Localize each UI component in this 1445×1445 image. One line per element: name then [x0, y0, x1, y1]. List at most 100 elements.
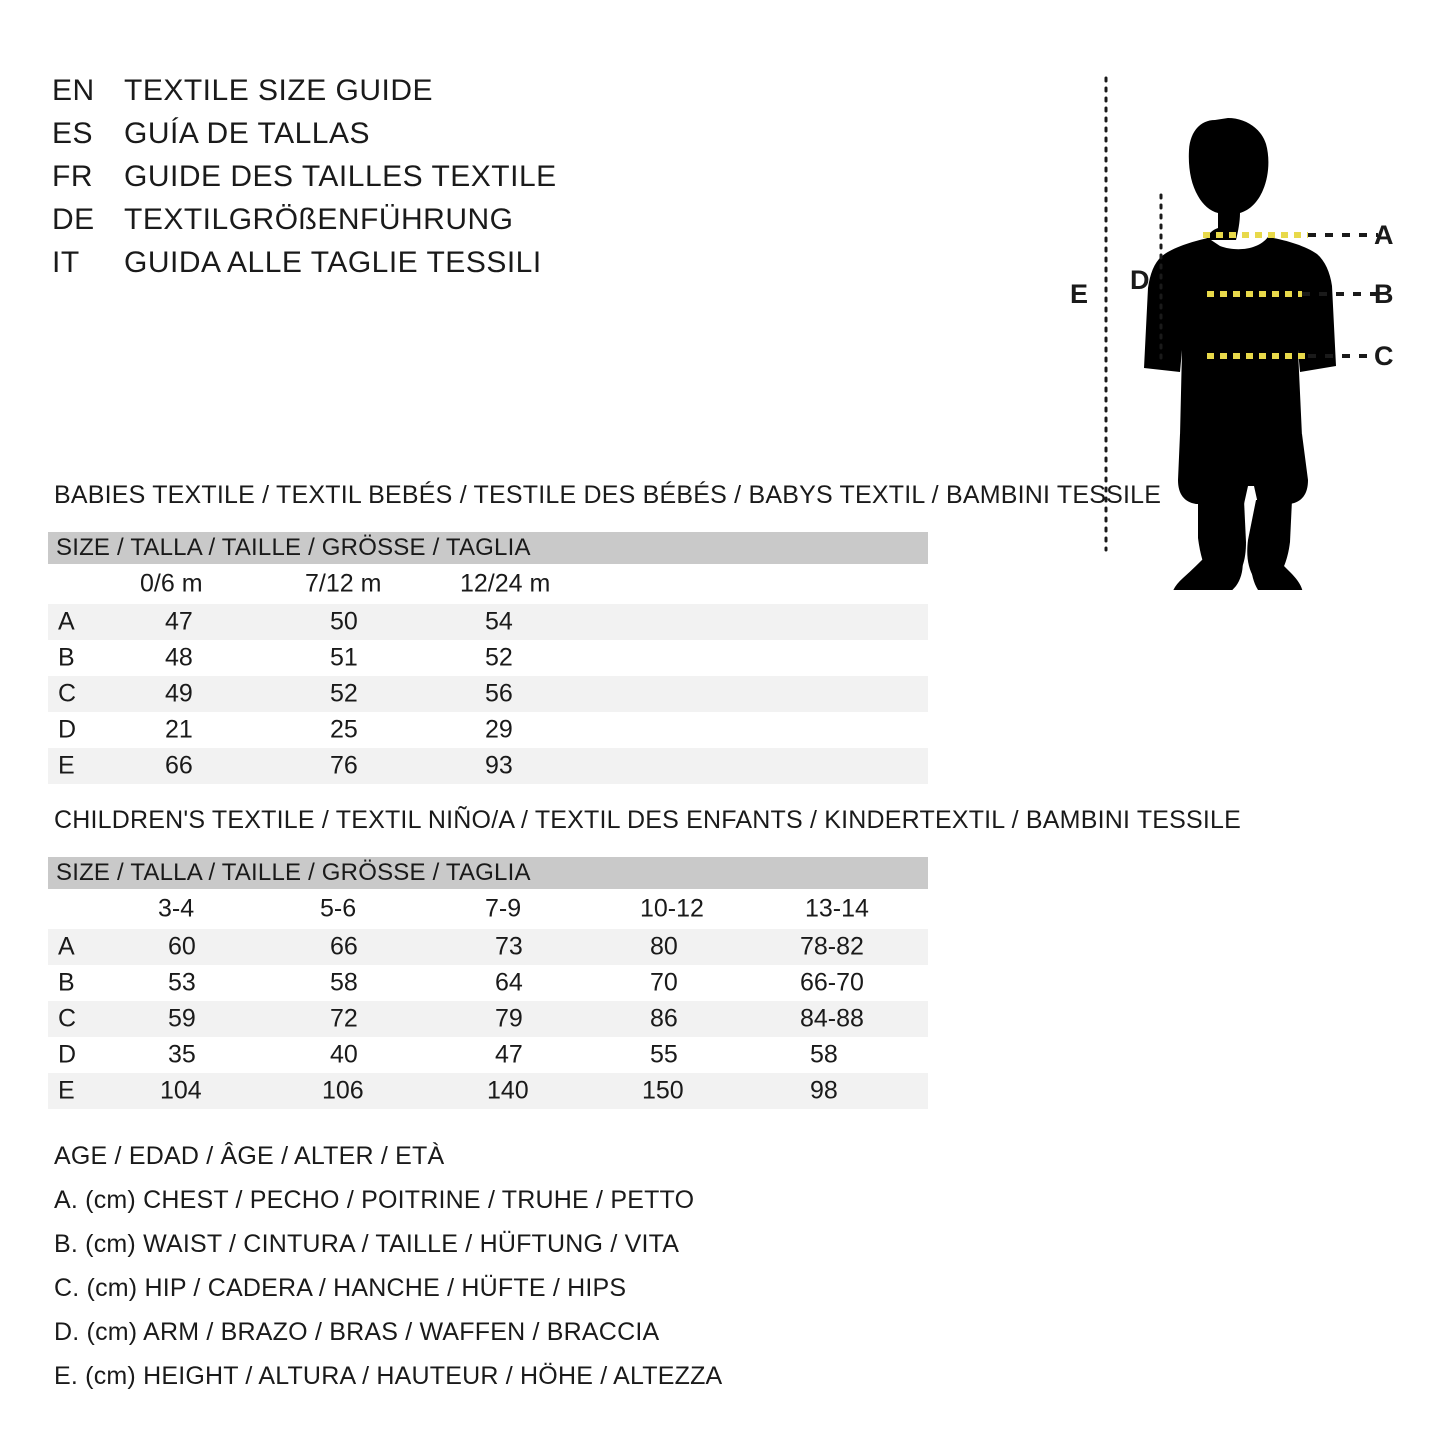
children-row-label-c: C	[58, 1004, 77, 1033]
babies-row-label-b: B	[58, 643, 75, 672]
babies-cell-d-1: 25	[330, 715, 358, 744]
babies-row-label-e: E	[58, 751, 75, 780]
children-row-label-b: B	[58, 968, 75, 997]
language-row-en: EN TEXTILE SIZE GUIDE	[52, 74, 672, 117]
language-code-en: EN	[52, 74, 95, 107]
babies-cell-a-2: 54	[485, 607, 513, 636]
language-code-de: DE	[52, 203, 95, 236]
children-cell-b-1: 58	[330, 968, 358, 997]
babies-cell-b-0: 48	[165, 643, 193, 672]
table-row: E 104 106 140 150 98	[48, 1073, 928, 1109]
babies-cell-a-1: 50	[330, 607, 358, 636]
diagram-label-d: D	[1130, 265, 1150, 295]
table-row: A 60 66 73 80 78-82	[48, 929, 928, 965]
children-cell-a-2: 73	[495, 932, 523, 961]
children-size-band: SIZE / TALLA / TAILLE / GRÖSSE / TAGLIA	[48, 857, 928, 889]
babies-colhead-0: 0/6 m	[140, 569, 203, 598]
children-cell-d-3: 55	[650, 1040, 678, 1069]
table-row: C 49 52 56	[48, 676, 928, 712]
language-title-fr: GUIDE DES TAILLES TEXTILE	[124, 160, 557, 193]
legend-row-chest: A. (cm) CHEST / PECHO / POITRINE / TRUHE…	[54, 1186, 695, 1214]
language-title-en: TEXTILE SIZE GUIDE	[124, 74, 434, 107]
babies-column-header-row: 0/6 m 7/12 m 12/24 m	[48, 564, 928, 604]
babies-cell-e-1: 76	[330, 751, 358, 780]
babies-row-label-c: C	[58, 679, 77, 708]
language-code-it: IT	[52, 246, 80, 279]
language-code-es: ES	[52, 117, 94, 150]
table-row: E 66 76 93	[48, 748, 928, 784]
language-row-it: IT GUIDA ALLE TAGLIE TESSILI	[52, 246, 672, 289]
children-colhead-4: 13-14	[805, 894, 869, 923]
diagram-label-b: B	[1374, 279, 1394, 309]
legend-row-height: E. (cm) HEIGHT / ALTURA / HAUTEUR / HÖHE…	[54, 1362, 723, 1390]
babies-size-band: SIZE / TALLA / TAILLE / GRÖSSE / TAGLIA	[48, 532, 928, 564]
children-cell-e-0: 104	[160, 1076, 202, 1105]
children-size-table: SIZE / TALLA / TAILLE / GRÖSSE / TAGLIA …	[48, 857, 928, 1109]
language-title-block: EN TEXTILE SIZE GUIDE ES GUÍA DE TALLAS …	[52, 74, 672, 289]
babies-cell-d-2: 29	[485, 715, 513, 744]
babies-section-title: BABIES TEXTILE / TEXTIL BEBÉS / TESTILE …	[54, 481, 1162, 509]
babies-cell-a-0: 47	[165, 607, 193, 636]
children-cell-a-3: 80	[650, 932, 678, 961]
children-cell-e-3: 150	[642, 1076, 684, 1105]
children-cell-e-2: 140	[487, 1076, 529, 1105]
children-cell-b-4: 66-70	[800, 968, 864, 997]
table-row: A 47 50 54	[48, 604, 928, 640]
babies-row-label-a: A	[58, 607, 75, 636]
language-title-de: TEXTILGRÖßENFÜHRUNG	[124, 203, 514, 236]
children-cell-b-3: 70	[650, 968, 678, 997]
table-row: B 48 51 52	[48, 640, 928, 676]
children-cell-c-4: 84-88	[800, 1004, 864, 1033]
children-section-title: CHILDREN'S TEXTILE / TEXTIL NIÑO/A / TEX…	[54, 806, 1242, 834]
children-cell-a-0: 60	[168, 932, 196, 961]
children-cell-a-1: 66	[330, 932, 358, 961]
language-title-es: GUÍA DE TALLAS	[124, 117, 370, 150]
babies-cell-e-0: 66	[165, 751, 193, 780]
children-cell-e-4: 98	[810, 1076, 838, 1105]
language-row-es: ES GUÍA DE TALLAS	[52, 117, 672, 160]
diagram-label-e: E	[1070, 279, 1089, 309]
language-title-it: GUIDA ALLE TAGLIE TESSILI	[124, 246, 542, 279]
children-column-header-row: 3-4 5-6 7-9 10-12 13-14	[48, 889, 928, 929]
children-row-label-d: D	[58, 1040, 77, 1069]
children-cell-c-3: 86	[650, 1004, 678, 1033]
children-cell-b-0: 53	[168, 968, 196, 997]
language-row-fr: FR GUIDE DES TAILLES TEXTILE	[52, 160, 672, 203]
children-row-label-a: A	[58, 932, 75, 961]
babies-cell-c-0: 49	[165, 679, 193, 708]
children-cell-b-2: 64	[495, 968, 523, 997]
language-code-fr: FR	[52, 160, 93, 193]
table-row: D 35 40 47 55 58	[48, 1037, 928, 1073]
babies-cell-e-2: 93	[485, 751, 513, 780]
measurement-legend: AGE / EDAD / ÂGE / ALTER / ETÀ A. (cm) C…	[54, 1142, 754, 1406]
table-row: C 59 72 79 86 84-88	[48, 1001, 928, 1037]
language-row-de: DE TEXTILGRÖßENFÜHRUNG	[52, 203, 672, 246]
children-cell-d-1: 40	[330, 1040, 358, 1069]
table-row: B 53 58 64 70 66-70	[48, 965, 928, 1001]
children-colhead-0: 3-4	[158, 894, 195, 923]
table-row: D 21 25 29	[48, 712, 928, 748]
babies-cell-b-2: 52	[485, 643, 513, 672]
babies-cell-c-1: 52	[330, 679, 358, 708]
legend-row-arm: D. (cm) ARM / BRAZO / BRAS / WAFFEN / BR…	[54, 1318, 660, 1346]
babies-cell-c-2: 56	[485, 679, 513, 708]
children-cell-e-1: 106	[322, 1076, 364, 1105]
diagram-label-c: C	[1374, 341, 1394, 371]
diagram-label-a: A	[1374, 220, 1394, 250]
babies-row-label-d: D	[58, 715, 77, 744]
children-row-label-e: E	[58, 1076, 75, 1105]
measurement-diagram	[1040, 50, 1445, 590]
legend-row-age: AGE / EDAD / ÂGE / ALTER / ETÀ	[54, 1142, 445, 1170]
babies-colhead-1: 7/12 m	[305, 569, 382, 598]
babies-colhead-2: 12/24 m	[460, 569, 551, 598]
children-cell-a-4: 78-82	[800, 932, 864, 961]
children-cell-d-2: 47	[495, 1040, 523, 1069]
babies-size-table: SIZE / TALLA / TAILLE / GRÖSSE / TAGLIA …	[48, 532, 928, 784]
children-colhead-3: 10-12	[640, 894, 704, 923]
babies-cell-b-1: 51	[330, 643, 358, 672]
children-cell-c-0: 59	[168, 1004, 196, 1033]
children-cell-d-4: 58	[810, 1040, 838, 1069]
children-cell-c-1: 72	[330, 1004, 358, 1033]
children-cell-c-2: 79	[495, 1004, 523, 1033]
legend-row-hip: C. (cm) HIP / CADERA / HANCHE / HÜFTE / …	[54, 1274, 627, 1302]
